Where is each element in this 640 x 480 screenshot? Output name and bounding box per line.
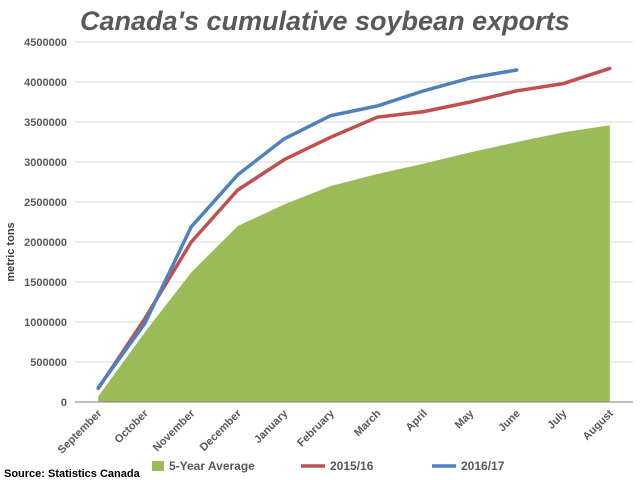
y-tick-label: 2000000 xyxy=(24,237,67,249)
x-tick-label: January xyxy=(252,407,291,446)
y-tick-label: 0 xyxy=(61,397,67,409)
x-tick-label: September xyxy=(56,407,105,456)
x-tick-label: December xyxy=(198,407,245,454)
legend-swatch xyxy=(152,461,164,471)
y-tick-label: 2500000 xyxy=(24,197,67,209)
x-tick-label: February xyxy=(295,407,337,449)
x-tick-label: August xyxy=(581,407,617,443)
series-area-five-year-average xyxy=(98,125,610,402)
source-note: Source: Statistics Canada xyxy=(4,468,141,480)
legend-label: 2016/17 xyxy=(461,459,505,473)
y-tick-labels: 0 500000 1000000 1500000 2000000 2500000 30000… xyxy=(24,37,67,409)
y-tick-label: 1000000 xyxy=(24,317,67,329)
x-tick-label: July xyxy=(545,407,570,432)
x-tick-labels: September October November December January F… xyxy=(56,407,616,456)
legend-label: 5-Year Average xyxy=(169,459,255,473)
chart-title: Canada's cumulative soybean exports xyxy=(80,6,570,36)
x-tick-label: November xyxy=(151,407,198,454)
plot-area xyxy=(96,66,612,402)
x-tick-label: May xyxy=(453,407,477,431)
y-tick-label: 500000 xyxy=(30,357,67,369)
x-tick-label: April xyxy=(404,408,430,434)
legend: 5-Year Average 2015/16 2016/17 xyxy=(152,459,505,473)
series-line-2015-16 xyxy=(96,66,612,391)
x-tick-label: June xyxy=(496,408,523,435)
series-line-2016-17 xyxy=(96,68,519,390)
y-tick-label: 4000000 xyxy=(24,77,67,89)
x-tick-label: March xyxy=(352,407,384,439)
legend-label: 2015/16 xyxy=(330,459,374,473)
y-tick-label: 3500000 xyxy=(24,117,67,129)
y-tick-label: 1500000 xyxy=(24,277,67,289)
y-tick-label: 3000000 xyxy=(24,157,67,169)
y-axis-label: metric tons xyxy=(5,222,17,281)
y-tick-label: 4500000 xyxy=(24,37,67,49)
x-tick-label: October xyxy=(113,407,152,446)
